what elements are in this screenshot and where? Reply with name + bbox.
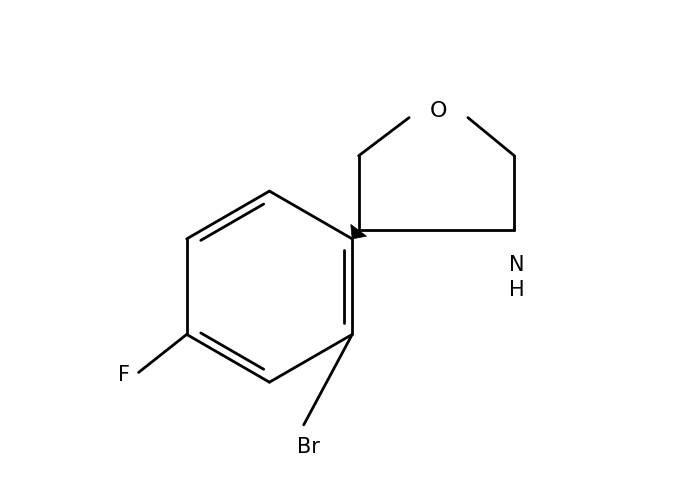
Text: Br: Br [297, 437, 320, 457]
Text: O: O [430, 101, 447, 121]
Polygon shape [351, 224, 366, 239]
Text: N: N [509, 255, 524, 274]
Text: F: F [118, 365, 130, 385]
Text: H: H [509, 280, 525, 300]
